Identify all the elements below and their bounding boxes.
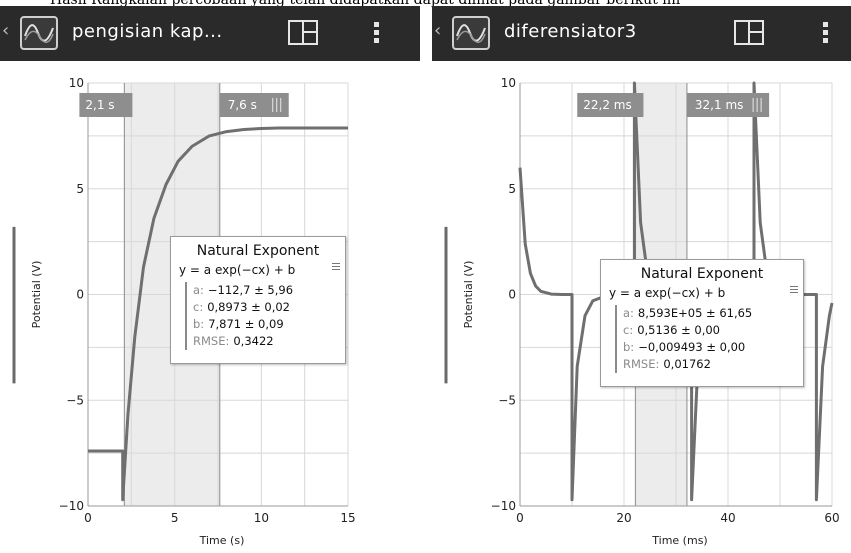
- waveform-icon[interactable]: [452, 16, 490, 50]
- layout-grid-icon[interactable]: [734, 20, 764, 45]
- drag-handle-icon[interactable]: [332, 263, 340, 272]
- y-tick-label: 5: [508, 182, 516, 196]
- more-vert-icon[interactable]: [374, 22, 380, 44]
- y-axis-label: Potential (V): [30, 261, 43, 329]
- fit-title: Natural Exponent: [196, 243, 320, 259]
- y-tick-label: −10: [491, 499, 516, 513]
- fit-parameters: a: 8,593E+05 ± 61,65 c: 0,5136 ± 0,00 b: −0…: [615, 305, 795, 373]
- selection-end-label-bg: [686, 93, 770, 117]
- waveform-icon[interactable]: [20, 16, 58, 50]
- fit-param-a: a: −112,7 ± 5,96: [193, 283, 294, 297]
- experiment-title[interactable]: pengisian kap...: [72, 21, 223, 42]
- y-tick-label: −10: [59, 499, 84, 513]
- y-tick-label: 0: [76, 288, 84, 302]
- x-tick-label: 0: [516, 511, 524, 525]
- x-tick-label: 40: [720, 511, 735, 525]
- fit-rmse: RMSE: 0,3422: [193, 334, 274, 348]
- curve-fit-box[interactable]: Natural Exponent y = a exp(−cx) + b a: 8,…: [600, 259, 804, 387]
- fit-rmse: RMSE: 0,01762: [623, 357, 711, 371]
- chevron-left-icon[interactable]: ‹: [434, 20, 442, 41]
- y-tick-label: −5: [66, 393, 84, 407]
- curve-fit-box[interactable]: Natural Exponent y = a exp(−cx) + b a: −1…: [170, 236, 346, 364]
- app-bar: ‹ pengisian kap...: [0, 6, 420, 61]
- fit-equation: y = a exp(−cx) + b: [609, 286, 726, 300]
- fit-param-b: b: −0,009493 ± 0,00: [623, 340, 746, 354]
- layout-grid-icon[interactable]: [288, 20, 318, 45]
- graph-panel-left: ‹ pengisian kap... 2,1 s 7,6 s 10 5 0 −5 −10 0 5…: [0, 6, 420, 553]
- y-tick-label: 0: [508, 288, 516, 302]
- experiment-title[interactable]: diferensiator3: [504, 21, 637, 42]
- x-tick-label: 0: [84, 511, 92, 525]
- chevron-left-icon[interactable]: ‹: [2, 20, 10, 41]
- drag-handle-icon[interactable]: [790, 286, 798, 295]
- fit-param-c: c: 0,5136 ± 0,00: [623, 323, 720, 337]
- selection-start-label-bg: [79, 93, 133, 117]
- x-tick-label: 60: [824, 511, 839, 525]
- fit-title: Natural Exponent: [640, 266, 764, 282]
- x-tick-label: 15: [340, 511, 355, 525]
- fit-param-b: b: 7,871 ± 0,09: [193, 317, 284, 331]
- fit-param-a: a: 8,593E+05 ± 61,65: [623, 306, 753, 320]
- selection-end-label: 32,1 ms: [695, 98, 743, 112]
- selection-start-label: 22,2 ms: [583, 98, 631, 112]
- more-vert-icon[interactable]: [823, 22, 829, 44]
- fit-parameters: a: −112,7 ± 5,96 c: 0,8973 ± 0,02 b: 7,871 …: [185, 282, 337, 350]
- selection-start-label-bg: [577, 93, 644, 117]
- x-tick-label: 10: [254, 511, 269, 525]
- fit-param-c: c: 0,8973 ± 0,02: [193, 300, 290, 314]
- y-tick-label: 10: [501, 76, 516, 90]
- fit-equation: y = a exp(−cx) + b: [179, 263, 296, 277]
- x-tick-label: 20: [616, 511, 631, 525]
- graph-panel-right: ‹ diferensiator3 22,2 ms 32,1 ms 10 5 0 −5 −10…: [432, 6, 851, 553]
- x-axis-label: Time (ms): [651, 534, 707, 547]
- top-caption: Hasil Rangkaian percobaan yang telah did…: [50, 0, 681, 8]
- data-trace: [88, 126, 348, 502]
- selection-end-label: 7,6 s: [228, 98, 257, 112]
- x-tick-label: 5: [171, 511, 179, 525]
- y-tick-label: −5: [498, 393, 516, 407]
- app-bar: ‹ diferensiator3: [432, 6, 851, 61]
- y-tick-label: 5: [76, 182, 84, 196]
- x-axis-label: Time (s): [199, 534, 245, 547]
- y-axis-label: Potential (V): [462, 261, 475, 329]
- y-tick-label: 10: [69, 76, 84, 90]
- selection-start-label: 2,1 s: [85, 98, 114, 112]
